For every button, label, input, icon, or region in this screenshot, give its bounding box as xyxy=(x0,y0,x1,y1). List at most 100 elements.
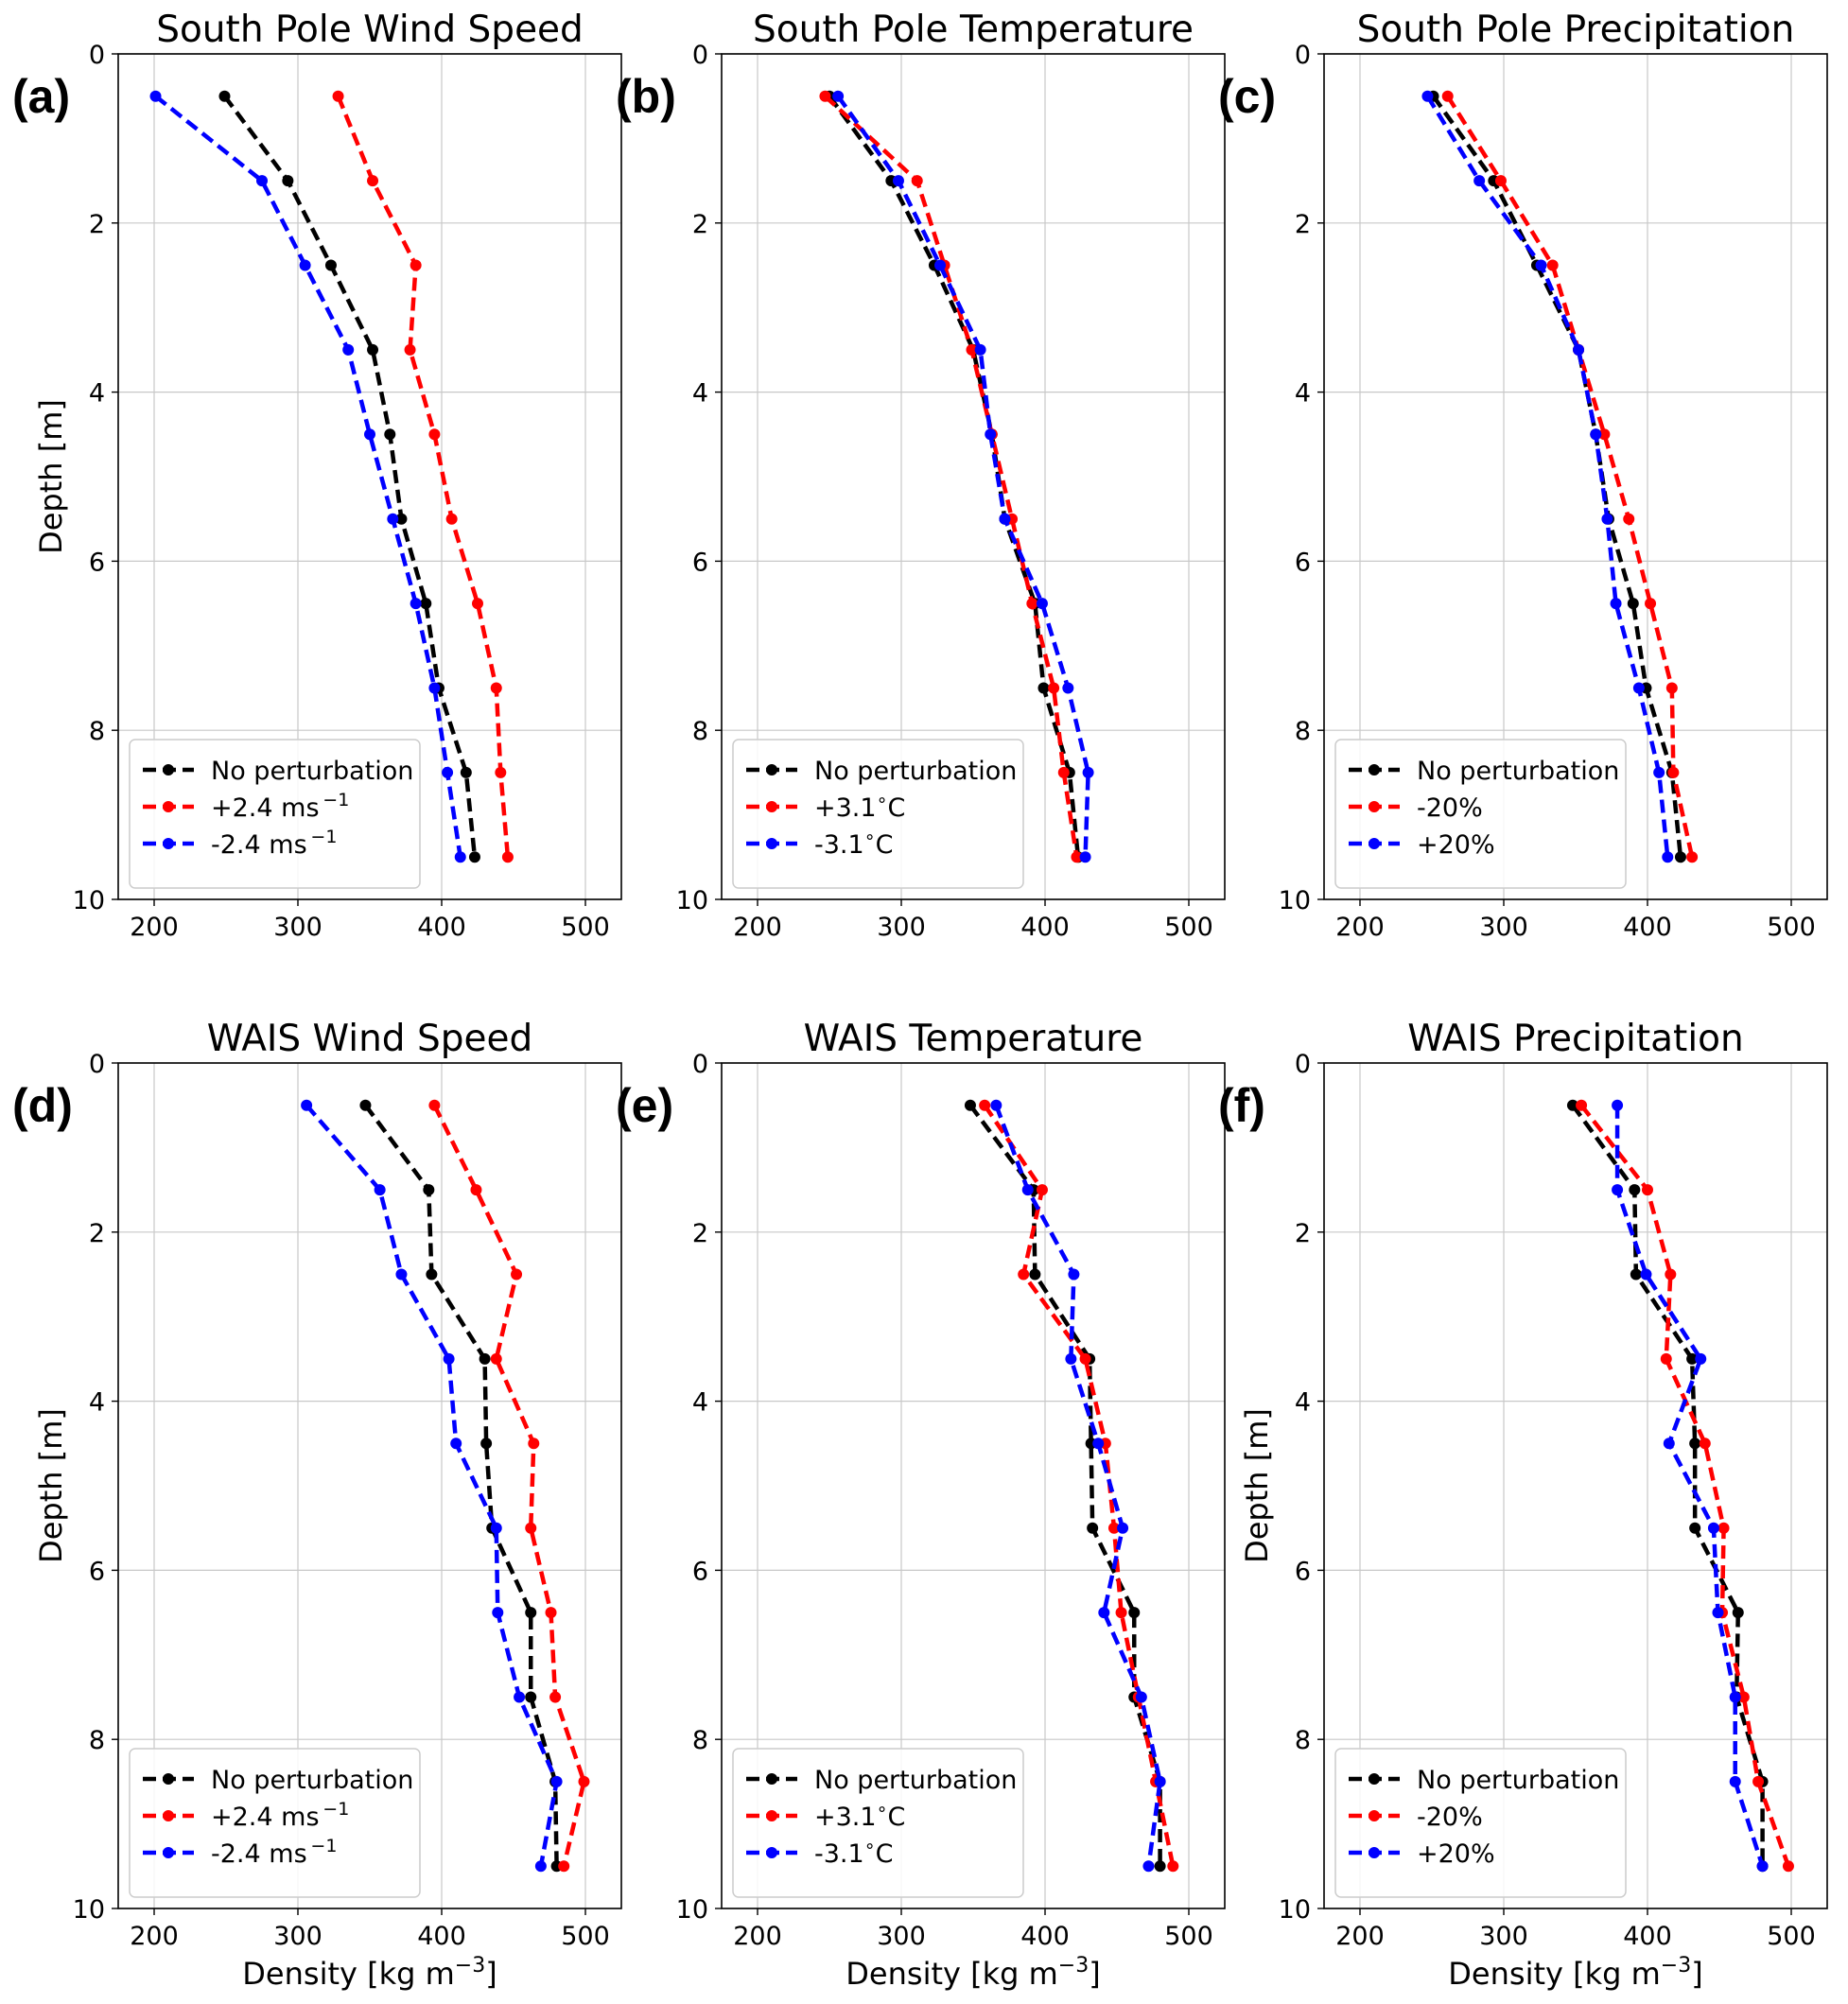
data-point xyxy=(1756,1860,1769,1873)
x-tick-label: 400 xyxy=(1020,913,1070,942)
legend-label-text: +20% xyxy=(1417,830,1495,860)
legend-label: -20% xyxy=(1417,793,1483,823)
x-tick-label: 500 xyxy=(561,913,610,942)
data-point xyxy=(1142,1860,1155,1873)
y-tick-label: 4 xyxy=(89,379,105,409)
legend-swatch-marker xyxy=(766,838,777,849)
x-tick-label: 200 xyxy=(130,913,179,942)
data-point xyxy=(1128,1607,1141,1619)
legend-label-text: +3.1 xyxy=(814,793,877,823)
y-tick-label: 2 xyxy=(89,1219,105,1248)
data-point xyxy=(410,259,422,271)
data-point xyxy=(332,90,344,102)
legend-label-sup: ∘ xyxy=(877,1799,888,1820)
data-point xyxy=(1154,1775,1166,1787)
y-tick-label: 8 xyxy=(89,717,105,746)
data-point xyxy=(301,1099,313,1111)
data-point xyxy=(490,682,502,694)
x-tick-label: 400 xyxy=(1623,1922,1672,1951)
legend-label: +20% xyxy=(1417,830,1495,860)
legend-label-text: No perturbation xyxy=(814,1766,1017,1795)
data-point xyxy=(1079,851,1091,863)
legend-label: -3.1∘C xyxy=(814,827,893,860)
legend-label-sup: ∘ xyxy=(864,1836,876,1856)
y-tick-label: 0 xyxy=(1295,1050,1311,1079)
data-point xyxy=(1707,1522,1719,1534)
y-tick-label: 0 xyxy=(89,1050,105,1079)
x-tick-label: 300 xyxy=(273,1922,323,1951)
y-tick-label: 6 xyxy=(89,1557,105,1586)
legend-box xyxy=(1334,739,1627,889)
data-point xyxy=(1135,1691,1147,1703)
data-point xyxy=(911,175,923,187)
data-point xyxy=(420,598,432,610)
y-axis-label: Depth [m] xyxy=(1239,1408,1275,1563)
x-axis-label-suffix: ] xyxy=(485,1956,497,1992)
axes-frame xyxy=(117,53,622,900)
data-point xyxy=(1441,90,1454,102)
legend-label: +3.1∘C xyxy=(814,790,905,823)
data-point xyxy=(1627,598,1639,610)
y-tick-label: 4 xyxy=(692,379,708,409)
series-line-1 xyxy=(1445,95,1695,858)
data-point xyxy=(1729,1691,1741,1703)
y-tick-label: 8 xyxy=(1295,717,1311,746)
y-tick-label: 8 xyxy=(1295,1726,1311,1755)
data-point xyxy=(1018,1268,1030,1281)
data-point xyxy=(495,766,507,778)
legend-label: -3.1∘C xyxy=(814,1836,893,1869)
data-point xyxy=(1752,1775,1765,1787)
x-axis-label: Density [kg m−3] xyxy=(846,1954,1100,1992)
x-axis-label-sup: −3 xyxy=(1058,1954,1089,1978)
legend-label-suffix: C xyxy=(887,793,905,823)
y-tick-label: 6 xyxy=(1295,1557,1311,1586)
x-tick-label: 200 xyxy=(1335,1922,1385,1951)
legend-label-text: No perturbation xyxy=(1417,1766,1619,1795)
legend-label-text: -2.4 ms xyxy=(211,830,307,860)
data-point xyxy=(1071,851,1083,863)
x-tick-label: 500 xyxy=(1164,913,1213,942)
panel-d: 200 300 400 500 0 2 4 6 8 10 WAIS Wind Speed (d) Dep… xyxy=(12,1018,622,1992)
data-point xyxy=(442,766,454,778)
x-tick-label: 200 xyxy=(130,1922,179,1951)
data-point xyxy=(395,1268,408,1281)
data-point xyxy=(450,1438,462,1450)
legend-label-text: No perturbation xyxy=(211,757,413,786)
y-tick-label: 2 xyxy=(89,210,105,239)
data-point xyxy=(1167,1860,1179,1873)
data-point xyxy=(1079,1352,1091,1365)
data-point xyxy=(1699,1438,1711,1450)
data-point xyxy=(1421,90,1434,102)
panel-label: (d) xyxy=(12,1079,73,1132)
data-point xyxy=(1686,1352,1699,1365)
data-point xyxy=(1590,428,1602,441)
data-point xyxy=(1629,1184,1641,1196)
x-axis-label: Density [kg m−3] xyxy=(242,1954,497,1992)
data-point xyxy=(1115,1607,1127,1619)
data-point xyxy=(819,90,831,102)
y-tick-label: 6 xyxy=(692,1557,708,1586)
y-tick-label: 8 xyxy=(692,1726,708,1755)
data-point xyxy=(468,851,480,863)
data-point xyxy=(1057,766,1070,778)
data-point xyxy=(1689,1438,1701,1450)
axes-frame xyxy=(1323,53,1828,900)
x-tick-label: 500 xyxy=(561,1922,610,1951)
data-point xyxy=(1623,513,1635,525)
series-line-1 xyxy=(432,1104,586,1867)
legend-label-text: +2.4 ms xyxy=(211,1803,320,1832)
data-point xyxy=(1674,851,1686,863)
axes-frame xyxy=(721,1062,1226,1909)
data-point xyxy=(525,1691,537,1703)
data-point xyxy=(428,428,441,441)
axes-frame xyxy=(117,1062,622,1909)
x-tick-label: 200 xyxy=(733,913,782,942)
y-tick-label: 10 xyxy=(73,1895,105,1925)
legend-swatch-marker xyxy=(1369,801,1380,812)
x-tick-label: 300 xyxy=(1479,1922,1528,1951)
legend-label: No perturbation xyxy=(211,1766,413,1795)
data-point xyxy=(404,343,416,356)
x-axis-label-text: Density [kg m xyxy=(1448,1956,1661,1992)
data-point xyxy=(974,343,986,356)
